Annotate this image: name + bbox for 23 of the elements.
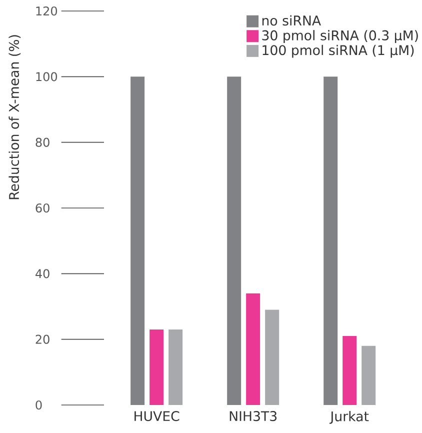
y-tick-label: 120: [36, 6, 58, 16]
bar: [342, 336, 357, 405]
legend-label: no siRNA: [262, 15, 321, 26]
y-tick-label: 40: [36, 269, 50, 278]
y-tick-label: 100: [36, 72, 58, 82]
bar: [168, 329, 183, 405]
legend-label: 100 pmol siRNA (1 µM): [262, 44, 414, 58]
x-tick-label: HUVEC: [134, 411, 180, 422]
bar: [265, 310, 280, 405]
y-tick-label: 20: [36, 334, 50, 344]
bar: [150, 329, 164, 405]
x-tick-label: NIH3T3: [230, 411, 277, 422]
y-axis-title: Reduction of X-mean (%): [8, 35, 21, 200]
legend-label: 30 pmol siRNA (0.3 µM): [262, 30, 418, 43]
bar: [246, 293, 260, 405]
y-tick-label: 60: [36, 203, 50, 213]
bar: [227, 76, 242, 405]
y-tick-label: 0: [36, 400, 42, 410]
bar: [362, 346, 376, 405]
bar: [324, 76, 338, 405]
y-tick-label: 80: [36, 138, 50, 147]
bar: [130, 76, 145, 405]
x-tick-label: Jurkat: [330, 411, 369, 424]
